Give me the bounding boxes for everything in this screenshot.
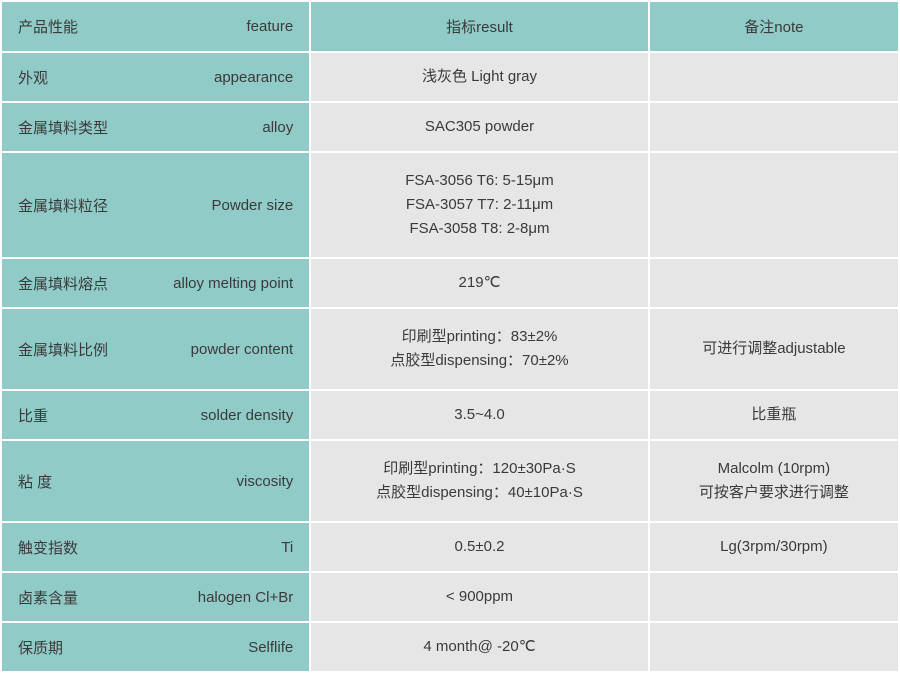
header-row: 产品性能 feature 指标result 备注note [2,2,898,51]
table-body: 外观 appearance 浅灰色 Light gray 金属填料类型 alloy SAC… [2,53,898,671]
feature-en: alloy melting point [173,275,293,292]
result-cell: 浅灰色 Light gray [311,53,648,101]
table-row: 金属填料熔点 alloy melting point 219℃ [2,259,898,307]
result-line: 219℃ [323,271,636,295]
feature-cell: 保质期 Selflife [2,623,309,671]
note-line: 比重瓶 [662,403,886,427]
feature-cn: 粘 度 [18,471,52,492]
feature-en: Powder size [212,197,294,214]
feature-cn: 金属填料熔点 [18,273,108,294]
feature-en: Selflife [248,639,293,656]
result-line: 4 month@ -20℃ [323,635,636,659]
feature-cn: 卤素含量 [18,587,78,608]
spec-table-container: 产品性能 feature 指标result 备注note 外观 appearanc… [0,0,900,673]
feature-en: viscosity [237,473,294,490]
table-row: 保质期 Selflife 4 month@ -20℃ [2,623,898,671]
table-row: 触变指数 Ti 0.5±0.2 Lg(3rpm/30rpm) [2,523,898,571]
note-line: Malcolm (10rpm) [662,457,886,481]
feature-en: Ti [281,539,293,556]
note-cell [650,103,898,151]
feature-cn: 金属填料类型 [18,117,108,138]
header-feature-en: feature [247,18,294,35]
result-line: 印刷型printing：83±2% [323,325,636,349]
note-cell [650,53,898,101]
result-cell: 4 month@ -20℃ [311,623,648,671]
note-cell: Malcolm (10rpm)可按客户要求进行调整 [650,441,898,521]
note-cell [650,623,898,671]
table-row: 外观 appearance 浅灰色 Light gray [2,53,898,101]
feature-cell: 金属填料粒径 Powder size [2,153,309,257]
result-line: 点胶型dispensing：70±2% [323,349,636,373]
header-result: 指标result [311,2,648,51]
note-cell [650,573,898,621]
feature-en: solder density [201,407,294,424]
result-line: FSA-3058 T8: 2-8μm [323,217,636,241]
header-feature-cn: 产品性能 [18,16,78,37]
feature-cell: 外观 appearance [2,53,309,101]
note-line: 可进行调整adjustable [662,337,886,361]
table-row: 卤素含量 halogen Cl+Br < 900ppm [2,573,898,621]
feature-cn: 金属填料粒径 [18,195,108,216]
feature-en: appearance [214,69,293,86]
table-row: 金属填料粒径Powder sizeFSA-3056 T6: 5-15μmFSA-… [2,153,898,257]
feature-cn: 比重 [18,405,48,426]
note-line: 可按客户要求进行调整 [662,481,886,505]
result-line: 0.5±0.2 [323,535,636,559]
spec-table: 产品性能 feature 指标result 备注note 外观 appearanc… [0,0,900,673]
table-row: 金属填料类型 alloy SAC305 powder [2,103,898,151]
result-cell: 0.5±0.2 [311,523,648,571]
result-cell: < 900ppm [311,573,648,621]
feature-en: alloy [262,119,293,136]
feature-en: powder content [191,341,294,358]
result-line: 3.5~4.0 [323,403,636,427]
feature-cell: 卤素含量 halogen Cl+Br [2,573,309,621]
result-cell: FSA-3056 T6: 5-15μmFSA-3057 T7: 2-11μmFS… [311,153,648,257]
note-cell: Lg(3rpm/30rpm) [650,523,898,571]
result-cell: 印刷型printing：83±2%点胶型dispensing：70±2% [311,309,648,389]
feature-en: halogen Cl+Br [198,589,293,606]
result-line: < 900ppm [323,585,636,609]
result-cell: 印刷型printing：120±30Pa·S点胶型dispensing：40±1… [311,441,648,521]
result-cell: 3.5~4.0 [311,391,648,439]
result-line: 点胶型dispensing：40±10Pa·S [323,481,636,505]
feature-cell: 比重 solder density [2,391,309,439]
header-feature: 产品性能 feature [2,2,309,51]
note-cell [650,153,898,257]
result-line: SAC305 powder [323,115,636,139]
note-line: Lg(3rpm/30rpm) [662,535,886,559]
note-cell: 可进行调整adjustable [650,309,898,389]
result-cell: SAC305 powder [311,103,648,151]
table-row: 比重 solder density 3.5~4.0 比重瓶 [2,391,898,439]
feature-cn: 触变指数 [18,537,78,558]
note-cell [650,259,898,307]
result-line: FSA-3056 T6: 5-15μm [323,169,636,193]
feature-cn: 外观 [18,67,48,88]
feature-cell: 触变指数 Ti [2,523,309,571]
result-line: 印刷型printing：120±30Pa·S [323,457,636,481]
result-cell: 219℃ [311,259,648,307]
feature-cn: 金属填料比例 [18,339,108,360]
feature-cn: 保质期 [18,637,63,658]
table-row: 金属填料比例 powder content 印刷型printing：83±2%点胶型… [2,309,898,389]
feature-cell: 金属填料比例 powder content [2,309,309,389]
feature-cell: 金属填料类型 alloy [2,103,309,151]
result-line: FSA-3057 T7: 2-11μm [323,193,636,217]
result-line: 浅灰色 Light gray [323,65,636,89]
note-cell: 比重瓶 [650,391,898,439]
header-note: 备注note [650,2,898,51]
feature-cell: 金属填料熔点 alloy melting point [2,259,309,307]
table-row: 粘 度 viscosity 印刷型printing：120±30Pa·S点胶型dis… [2,441,898,521]
feature-cell: 粘 度 viscosity [2,441,309,521]
